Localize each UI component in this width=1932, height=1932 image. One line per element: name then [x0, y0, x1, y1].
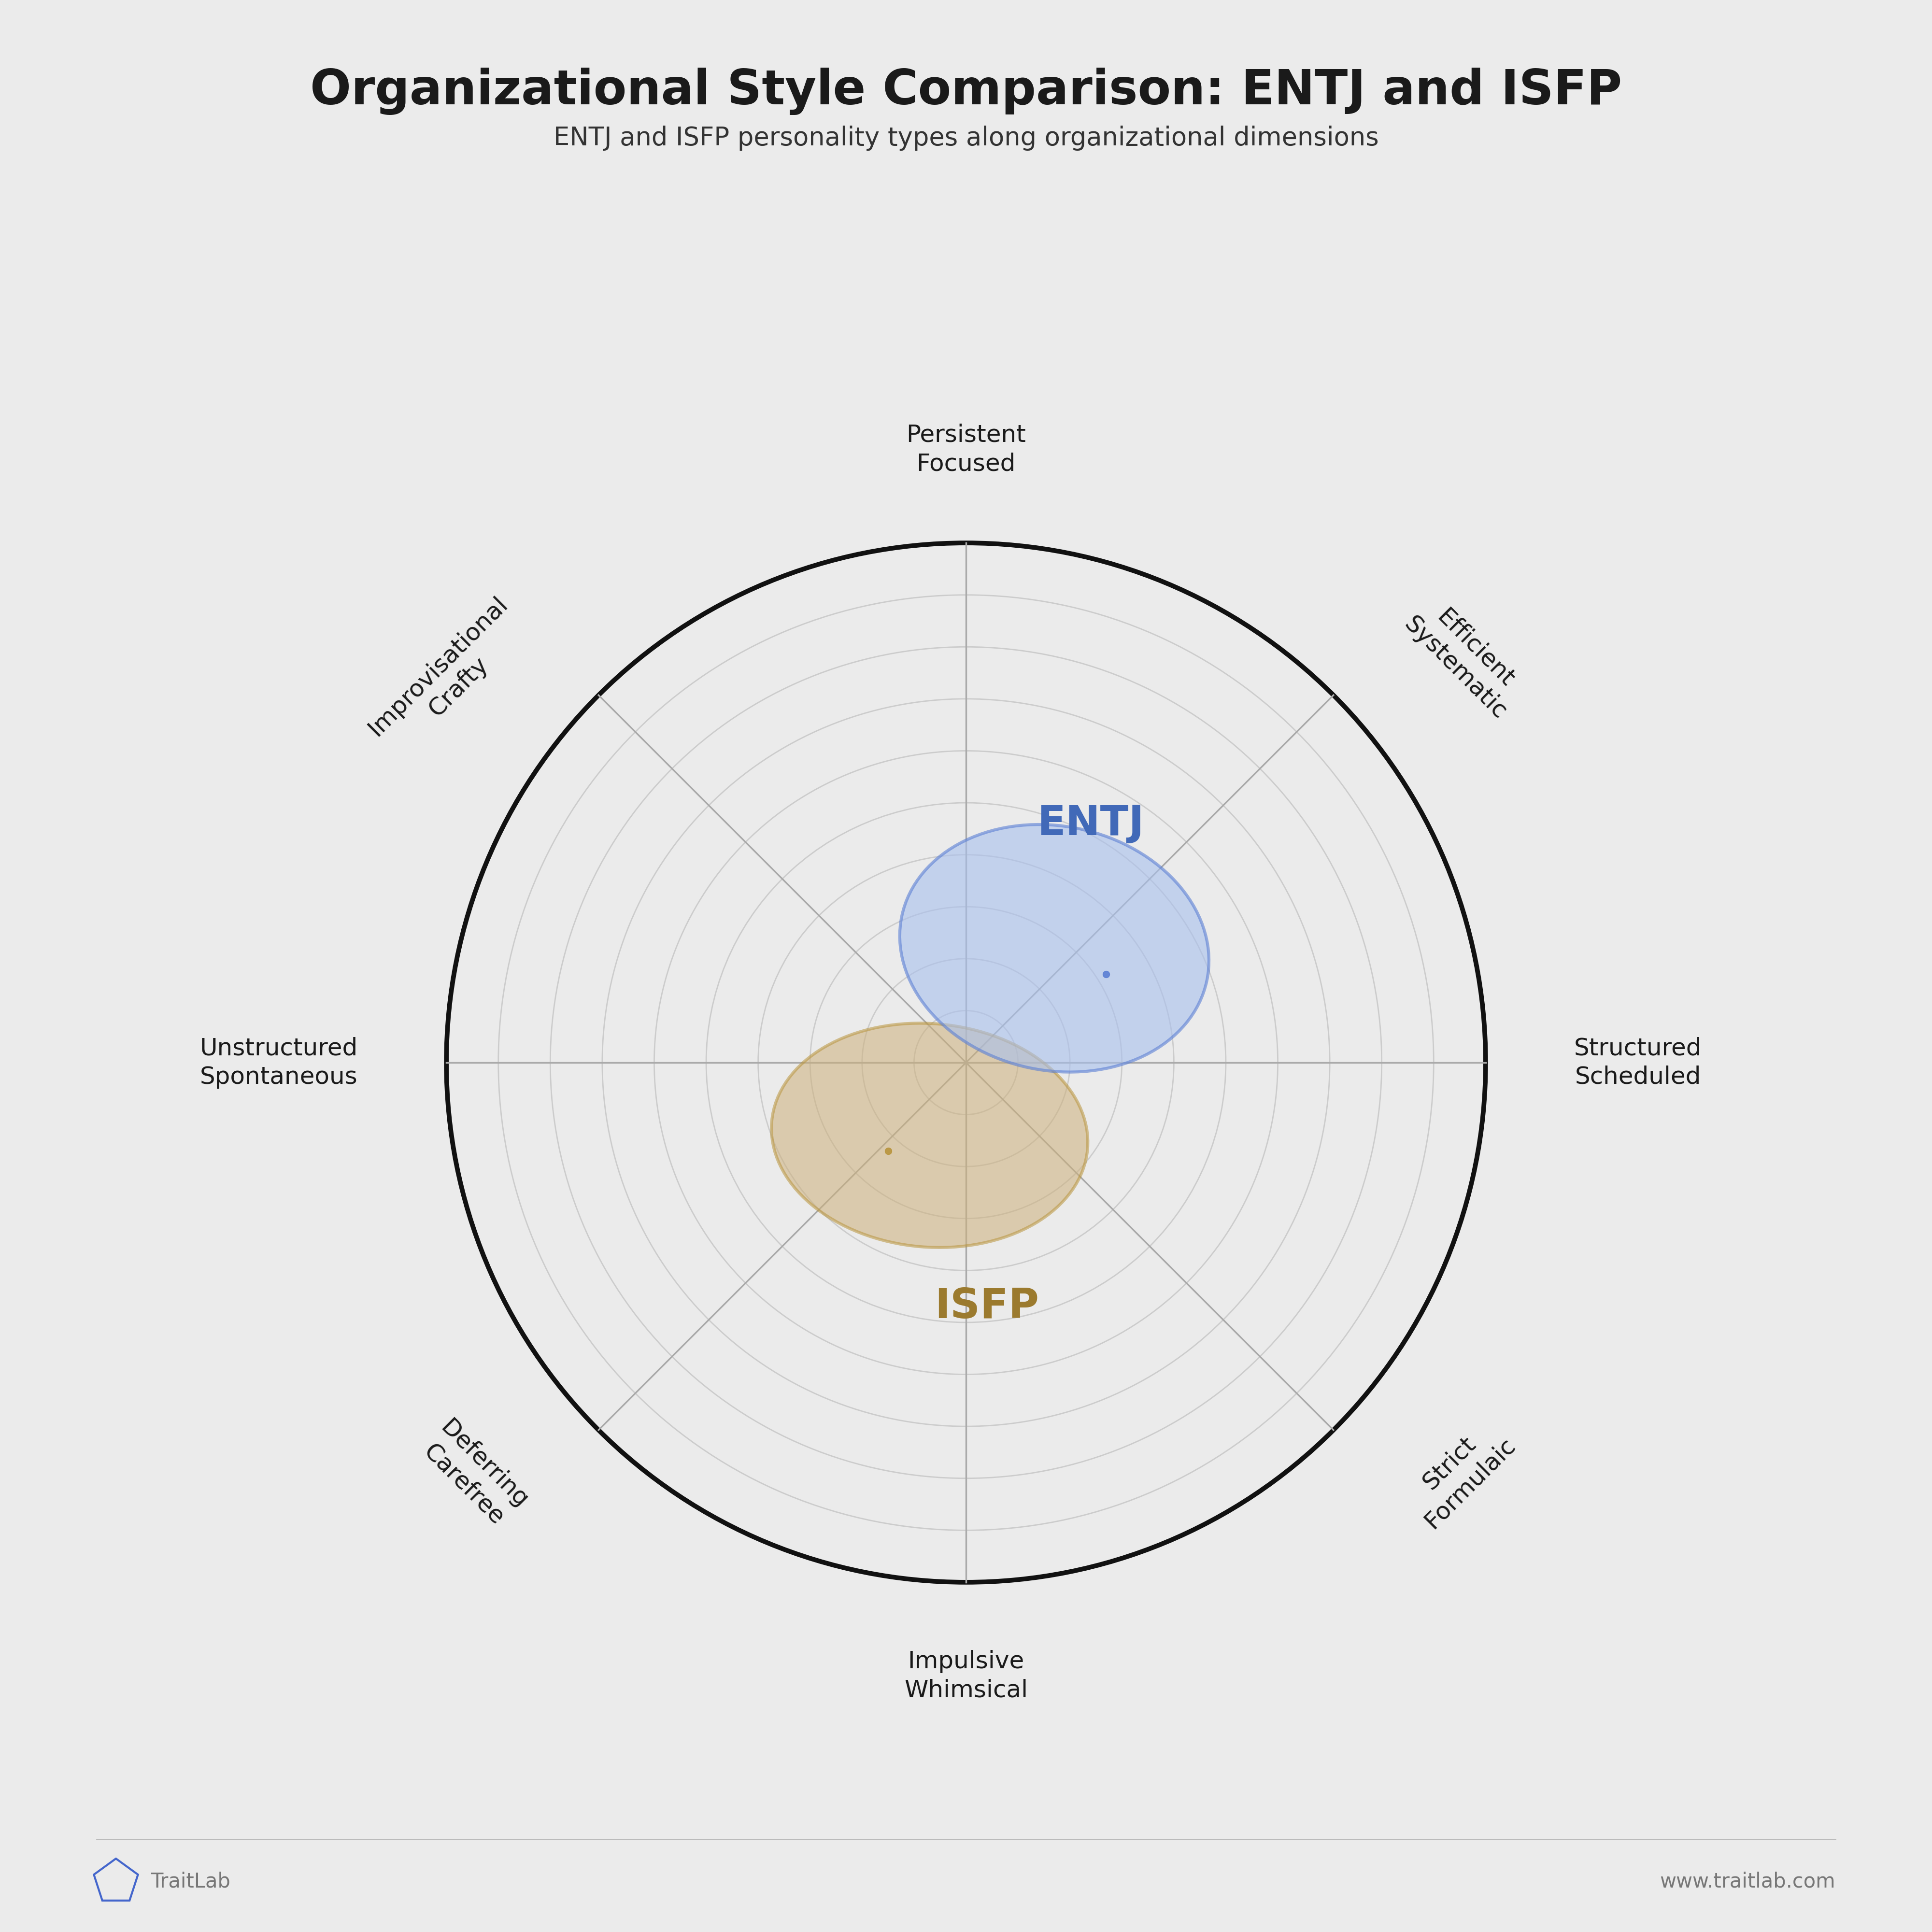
Text: Unstructured
Spontaneous: Unstructured Spontaneous	[199, 1037, 357, 1088]
Text: TraitLab: TraitLab	[151, 1872, 230, 1891]
Text: ENTJ: ENTJ	[1037, 804, 1144, 844]
Text: ENTJ and ISFP personality types along organizational dimensions: ENTJ and ISFP personality types along or…	[553, 126, 1379, 151]
Ellipse shape	[900, 825, 1209, 1072]
Text: Persistent
Focused: Persistent Focused	[906, 423, 1026, 475]
Text: Organizational Style Comparison: ENTJ and ISFP: Organizational Style Comparison: ENTJ an…	[309, 68, 1623, 116]
Ellipse shape	[771, 1024, 1088, 1248]
Text: Deferring
Carefree: Deferring Carefree	[415, 1416, 533, 1532]
Text: ISFP: ISFP	[935, 1287, 1039, 1327]
Text: Structured
Scheduled: Structured Scheduled	[1575, 1037, 1702, 1088]
Text: Impulsive
Whimsical: Impulsive Whimsical	[904, 1650, 1028, 1702]
Text: Efficient
Systematic: Efficient Systematic	[1399, 593, 1532, 724]
Text: Improvisational
Crafty: Improvisational Crafty	[363, 593, 533, 761]
Text: Strict
Formulaic: Strict Formulaic	[1399, 1412, 1520, 1532]
Text: www.traitlab.com: www.traitlab.com	[1660, 1872, 1835, 1891]
